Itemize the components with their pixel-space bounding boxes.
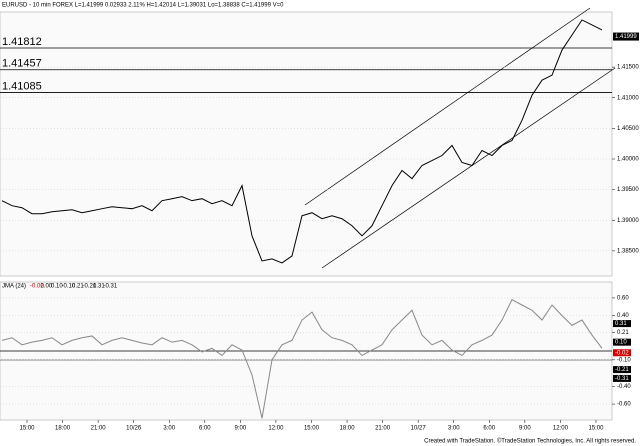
x-tick-label: 10/26 xyxy=(126,426,142,432)
x-tick-label: 12:00 xyxy=(268,426,284,432)
y-tick-label: -0.60 xyxy=(617,402,631,408)
y-tick-label: 0.40 xyxy=(617,313,629,319)
y-tick-label: 1.38500 xyxy=(617,248,639,254)
x-tick-label: 21:00 xyxy=(91,426,107,432)
x-tick-label: 21:00 xyxy=(375,426,391,432)
y-tick-label: 1.40500 xyxy=(617,126,639,132)
x-tick-label: 12:00 xyxy=(553,426,569,432)
x-tick-label: 15:00 xyxy=(304,426,320,432)
x-tick-label: 3:00 xyxy=(448,426,460,432)
legend-value: -0.10 xyxy=(62,284,76,290)
y-tick-label: 0.60 xyxy=(617,296,629,302)
x-tick-label: 3:00 xyxy=(163,426,175,432)
series-line xyxy=(1,19,603,264)
series-line xyxy=(1,299,603,419)
value-marker-label: 0.10 xyxy=(615,340,627,346)
y-tick-label: -0.10 xyxy=(617,357,631,363)
channel-lower xyxy=(321,67,616,269)
channel-upper xyxy=(304,7,591,206)
level-label: 1.41085 xyxy=(2,80,42,92)
y-tick-label: 1.41000 xyxy=(617,95,639,101)
x-tick-label: 15:00 xyxy=(588,426,604,432)
value-marker xyxy=(613,320,631,328)
last-price-label: 1.41999 xyxy=(615,34,637,40)
y-tick-label: -0.40 xyxy=(617,384,631,390)
y-tick-label: 1.39000 xyxy=(617,218,639,224)
value-marker xyxy=(613,366,631,374)
x-tick-label: 9:00 xyxy=(519,426,531,432)
y-tick-label: 1.41500 xyxy=(617,65,639,71)
level-label: 1.41812 xyxy=(2,36,42,48)
legend-value: 0.21 xyxy=(72,284,84,290)
footer: Created with TradeStation. ©TradeStation… xyxy=(424,438,636,445)
value-marker-label: -0.21 xyxy=(615,367,629,373)
x-tick-label: 6:00 xyxy=(199,426,211,432)
value-marker xyxy=(613,338,631,346)
value-marker xyxy=(613,374,631,382)
y-tick-label: 1.40000 xyxy=(617,157,639,163)
value-marker-label: -0.02 xyxy=(615,350,629,356)
x-tick-label: 15:00 xyxy=(19,426,35,432)
legend-value: -0.21 xyxy=(83,284,97,290)
legend-value: -0.31 xyxy=(104,284,118,290)
legend-value: 0.31 xyxy=(93,284,105,290)
x-tick-label: 18:00 xyxy=(340,426,356,432)
last-price-box xyxy=(613,32,639,41)
y-tick-label: 0.21 xyxy=(617,330,629,336)
price-panel xyxy=(0,11,613,277)
x-tick-label: 6:00 xyxy=(483,426,495,432)
level-label: 1.41457 xyxy=(2,58,42,70)
legend-value: 0.00 xyxy=(41,284,53,290)
y-tick-label: 1.39500 xyxy=(617,187,639,193)
value-marker xyxy=(613,349,631,357)
value-marker-label: 0.31 xyxy=(615,321,627,327)
x-tick-label: 9:00 xyxy=(235,426,247,432)
chart-title: EURUSD - 10 min FOREX L=1.41999 0.02933 … xyxy=(2,3,284,9)
value-marker-label: -0.31 xyxy=(615,376,629,382)
x-tick-label: 18:00 xyxy=(55,426,71,432)
x-tick-label: 10/27 xyxy=(411,426,427,432)
legend-value: -0.02 xyxy=(30,284,44,290)
indicator-title: JMA (24) xyxy=(2,284,26,290)
legend-value: 0.10 xyxy=(51,284,63,290)
